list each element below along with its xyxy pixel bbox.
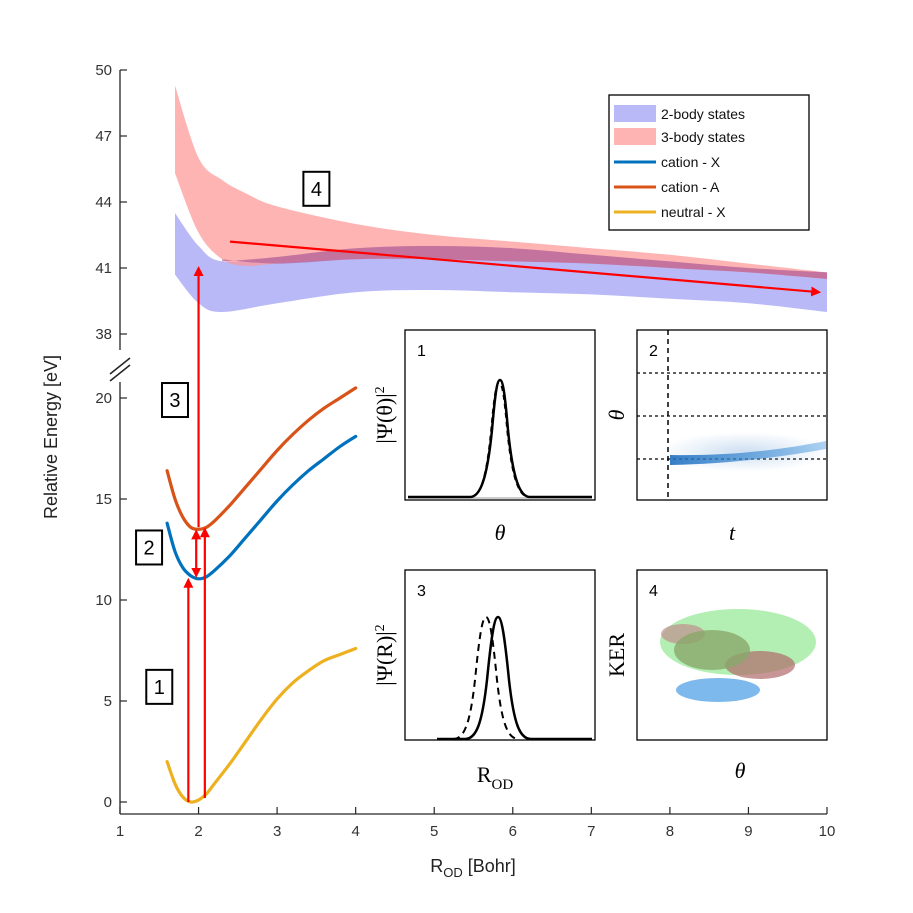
inset-1-xlabel: θ (495, 520, 506, 545)
inset-4: 4 KER θ (604, 569, 828, 783)
x-tick-label: 8 (666, 823, 674, 840)
y-ticks: 0 5 10 15 20 38 41 44 47 50 (95, 62, 127, 811)
curve-cation-x (165, 434, 358, 581)
y-tick-label: 0 (104, 794, 112, 811)
x-tick-label: 1 (116, 823, 124, 840)
inset-1: 1 |Ψ(θ)|2 θ (372, 329, 596, 545)
inset-3-xlabel: ROD (477, 762, 514, 793)
inset-4-xlabel: θ (735, 758, 746, 783)
inset-2: 2 θ t (604, 329, 830, 545)
x-tick-label: 6 (509, 823, 517, 840)
step-label-2: 2 (144, 537, 155, 559)
inset-1-dashed-curve (469, 382, 530, 498)
x-tick-label: 5 (430, 823, 438, 840)
x-tick-label: 10 (819, 823, 836, 840)
legend-label-neutral-x: neutral - X (661, 204, 726, 220)
axis-break-mark-2 (109, 364, 131, 382)
y-tick-label: 44 (95, 194, 112, 211)
inset-4-ylabel: KER (604, 633, 629, 677)
x-tick-label: 9 (744, 823, 752, 840)
arrow-step-4 (229, 240, 822, 297)
y-tick-label: 41 (95, 260, 112, 277)
legend-label-cation-x: cation - X (661, 154, 721, 170)
y-tick-label: 47 (95, 128, 112, 145)
x-tick-label: 7 (587, 823, 595, 840)
inset-3-ylabel: |Ψ(R)|2 (372, 624, 397, 685)
x-tick-label: 3 (273, 823, 281, 840)
x-tick-label: 4 (351, 823, 359, 840)
legend-label-cation-a: cation - A (661, 179, 720, 195)
inset-3-frame (404, 569, 596, 741)
x-tick-label: 2 (194, 823, 202, 840)
inset-1-frame (404, 329, 596, 501)
legend-label-3body: 3-body states (661, 129, 745, 145)
legend-label-2body: 2-body states (661, 106, 745, 122)
axis-break-mark-1 (109, 357, 131, 375)
inset-3: 3 |Ψ(R)|2 ROD (372, 569, 596, 793)
y-tick-label: 5 (104, 693, 112, 710)
step-label-3: 3 (169, 390, 180, 412)
inset-4-number: 4 (649, 583, 658, 600)
step-box-2 (135, 529, 164, 566)
curve-cation-a (165, 386, 358, 531)
inset-1-number: 1 (417, 343, 426, 360)
band-2body (175, 213, 827, 312)
x-axis-title: ROD [Bohr] (430, 856, 516, 880)
x-ticks: 1 2 3 4 5 6 7 8 9 10 (116, 807, 836, 840)
inset-2-frame (636, 329, 828, 501)
legend-swatch-3body (614, 128, 656, 145)
arrow-layer (183, 240, 822, 802)
inset-2-streak (670, 441, 826, 465)
curve-neutral-x (165, 646, 358, 804)
inset-3-dashed-curve (452, 615, 520, 740)
y-axis-title: Relative Energy [eV] (41, 355, 61, 519)
y-tick-label: 20 (95, 390, 112, 407)
legend-swatch-2body (614, 105, 656, 122)
inset-4-blue-cluster (676, 678, 760, 702)
step-label-4: 4 (311, 179, 322, 201)
inset-4-overlap-cluster (674, 630, 750, 670)
step-label-1: 1 (154, 677, 165, 699)
step-box-3 (160, 382, 189, 419)
inset-1-ylabel: |Ψ(θ)|2 (372, 386, 397, 443)
legend: 2-body states 3-body states cation - X c… (608, 94, 810, 231)
y-tick-label: 50 (95, 62, 112, 79)
inset-2-number: 2 (649, 343, 658, 360)
step-label-layer: 1 2 3 4 (135, 170, 331, 705)
curve-layer (165, 386, 358, 804)
y-tick-label: 10 (95, 592, 112, 609)
inset-3-number: 3 (417, 583, 426, 600)
y-tick-label: 15 (95, 491, 112, 508)
inset-2-xlabel: t (729, 520, 736, 545)
inset-3-solid-curve (437, 615, 592, 741)
main-axes (109, 70, 827, 815)
step-box-4 (302, 170, 331, 207)
inset-2-ylabel: θ (604, 409, 629, 420)
step-box-1 (145, 668, 174, 705)
y-tick-label: 38 (95, 326, 112, 343)
band-3body (175, 85, 827, 280)
